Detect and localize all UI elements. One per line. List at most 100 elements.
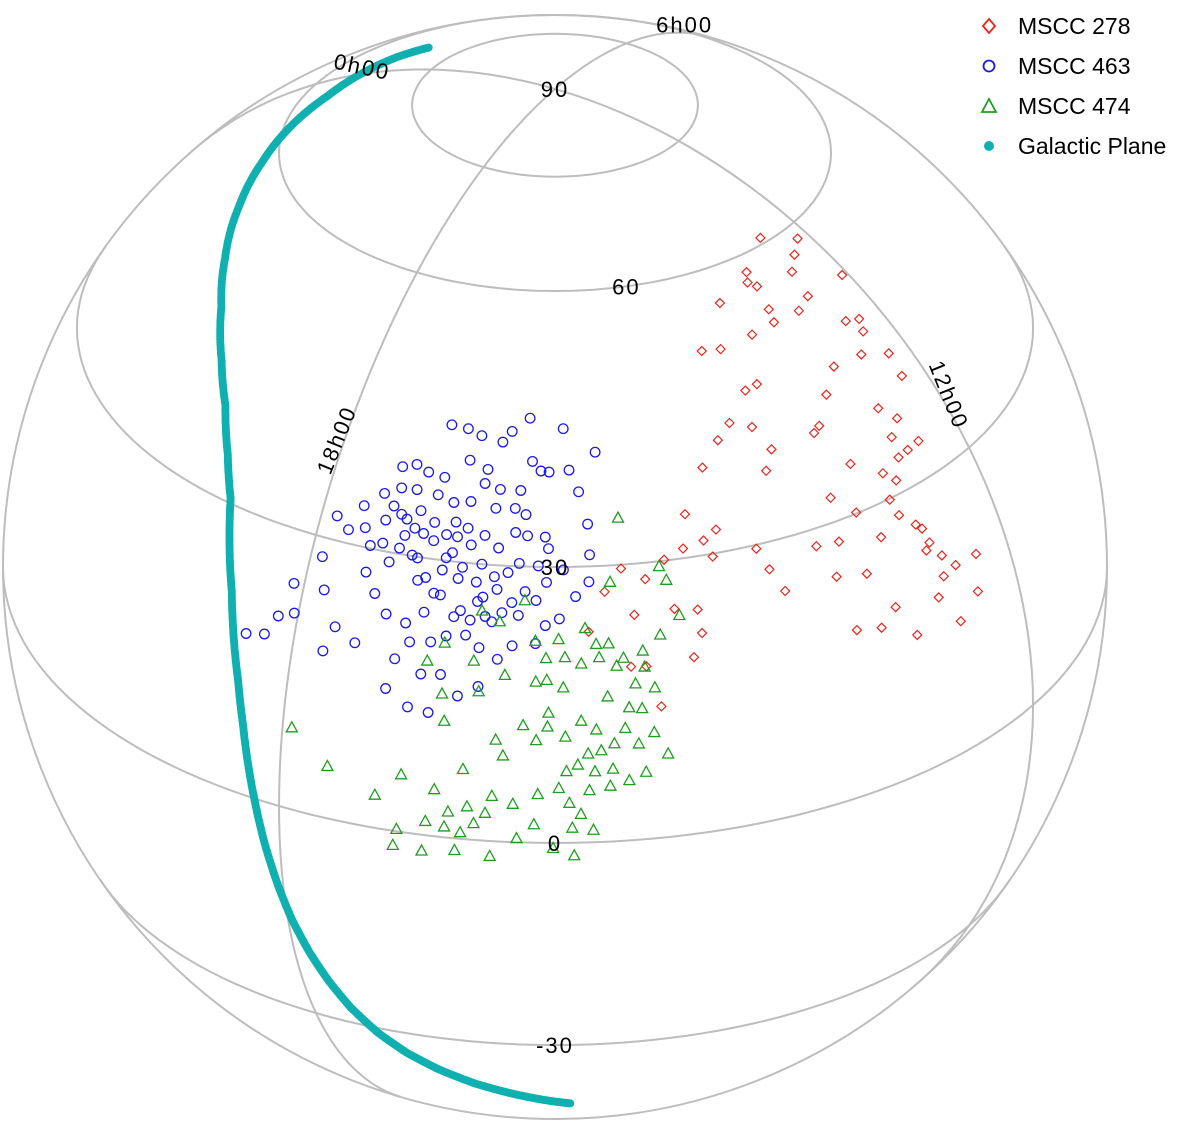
data-point	[452, 531, 463, 543]
data-point	[496, 748, 510, 761]
data-point	[659, 572, 673, 585]
data-point	[658, 554, 670, 566]
data-point	[456, 762, 470, 775]
data-point	[789, 249, 800, 261]
data-point	[528, 633, 542, 646]
data-point	[543, 466, 555, 478]
data-point	[696, 345, 708, 357]
data-point	[377, 537, 389, 549]
data-point	[632, 736, 646, 749]
data-point	[581, 746, 595, 759]
ra-label: 18h00	[312, 402, 362, 477]
dec-label: 60	[612, 274, 640, 299]
data-point	[884, 494, 896, 505]
data-point	[861, 568, 873, 580]
data-point	[427, 782, 441, 795]
data-point	[412, 552, 423, 564]
data-point	[751, 378, 763, 390]
data-point	[349, 637, 361, 649]
data-point	[779, 585, 791, 597]
data-point	[466, 816, 481, 829]
data-point	[435, 669, 446, 680]
ra-meridian-180	[554, 88, 1035, 991]
data-point	[622, 700, 636, 713]
dec-label: -30	[536, 1033, 574, 1058]
data-point	[418, 606, 430, 618]
data-point	[318, 584, 330, 596]
data-point	[316, 551, 328, 563]
legend: MSCC 278 MSCC 463 MSCC 474 Galactic Plan…	[978, 6, 1198, 166]
data-point	[488, 571, 500, 583]
data-point	[288, 577, 300, 589]
coordinate-grid	[2, 13, 1108, 1120]
data-point	[451, 690, 463, 702]
data-point	[851, 624, 863, 636]
data-point	[441, 529, 453, 541]
data-point	[876, 622, 887, 634]
data-point	[639, 573, 651, 585]
data-point	[557, 564, 569, 576]
data-point	[331, 510, 343, 522]
data-point	[592, 650, 606, 663]
data-point	[836, 269, 848, 281]
data-point	[515, 485, 527, 496]
data-point	[618, 721, 632, 734]
data-point	[628, 609, 640, 621]
data-point	[628, 676, 643, 689]
data-point	[616, 650, 631, 663]
data-point	[559, 764, 574, 777]
data-point	[833, 536, 845, 547]
data-point	[558, 729, 572, 742]
data-point	[679, 508, 691, 520]
data-point	[380, 514, 392, 526]
data-point	[518, 593, 532, 606]
data-point	[813, 420, 825, 432]
data-point	[516, 718, 530, 731]
data-point	[454, 605, 466, 617]
data-point	[394, 767, 408, 780]
data-point	[821, 389, 832, 400]
data-point	[656, 701, 667, 712]
data-point	[546, 841, 560, 854]
diamond-marker-icon	[981, 17, 997, 35]
data-point	[472, 684, 486, 697]
data-point	[739, 385, 751, 396]
dec-circle-0	[2, 566, 1108, 845]
data-point	[527, 455, 538, 467]
data-point	[808, 427, 820, 439]
data-point	[890, 601, 901, 613]
data-point	[529, 733, 543, 746]
data-point	[317, 645, 329, 657]
dec-label: 30	[541, 555, 569, 580]
data-point	[380, 683, 392, 694]
data-point	[482, 463, 494, 475]
data-point	[506, 425, 518, 437]
data-point	[891, 412, 903, 424]
data-point	[886, 431, 898, 443]
data-point	[551, 632, 566, 645]
data-point	[446, 419, 458, 431]
data-point	[396, 508, 408, 520]
data-point	[441, 804, 455, 817]
data-point	[399, 529, 411, 541]
data-point	[792, 233, 803, 244]
data-point	[872, 402, 884, 414]
data-point	[379, 487, 391, 499]
data-point	[764, 563, 775, 575]
data-point	[440, 552, 452, 564]
data-point	[272, 610, 284, 622]
data-point	[404, 636, 416, 648]
data-point	[710, 524, 722, 535]
data-point	[850, 507, 862, 518]
data-point	[434, 589, 446, 601]
data-point	[540, 673, 554, 685]
data-point	[389, 653, 401, 665]
data-point	[890, 475, 902, 486]
data-point	[513, 557, 525, 569]
data-point	[396, 482, 408, 494]
data-point	[437, 819, 451, 832]
data-point	[360, 566, 372, 578]
data-point	[477, 591, 489, 603]
data-point	[539, 620, 551, 632]
data-point	[811, 540, 822, 552]
